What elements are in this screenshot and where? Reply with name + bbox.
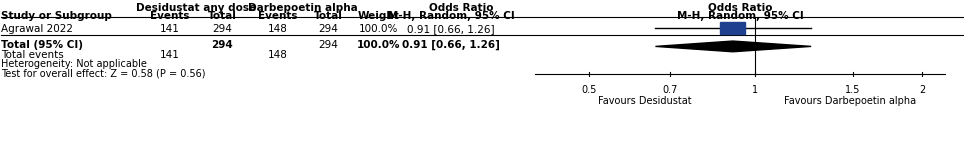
Text: Study or Subgroup: Study or Subgroup	[1, 11, 112, 21]
Text: 141: 141	[160, 50, 179, 60]
Text: 141: 141	[160, 24, 179, 34]
Text: 294: 294	[212, 24, 232, 34]
Text: 100.0%: 100.0%	[357, 40, 400, 50]
Text: Test for overall effect: Z = 0.58 (P = 0.56): Test for overall effect: Z = 0.58 (P = 0…	[1, 69, 206, 79]
Text: Events: Events	[149, 11, 189, 21]
Text: 0.7: 0.7	[662, 85, 678, 95]
Text: Darbepoetin alpha: Darbepoetin alpha	[249, 3, 358, 13]
Text: Total: Total	[208, 11, 237, 21]
Text: Total events: Total events	[1, 50, 65, 60]
Text: 0.5: 0.5	[581, 85, 597, 95]
Text: Heterogeneity: Not applicable: Heterogeneity: Not applicable	[1, 59, 147, 69]
Text: 294: 294	[318, 40, 338, 50]
Text: 294: 294	[211, 40, 233, 50]
Text: 1.5: 1.5	[845, 85, 861, 95]
Text: 2: 2	[920, 85, 925, 95]
Text: 148: 148	[268, 24, 288, 34]
Text: 100.0%: 100.0%	[359, 24, 398, 34]
Polygon shape	[656, 41, 811, 52]
Text: 1: 1	[753, 85, 759, 95]
Text: Weight: Weight	[358, 11, 399, 21]
Text: M-H, Random, 95% CI: M-H, Random, 95% CI	[677, 11, 803, 21]
Text: Odds Ratio: Odds Ratio	[429, 3, 494, 13]
Text: M-H, Random, 95% CI: M-H, Random, 95% CI	[388, 11, 515, 21]
FancyBboxPatch shape	[720, 22, 745, 34]
Text: Odds Ratio: Odds Ratio	[708, 3, 772, 13]
Text: Agrawal 2022: Agrawal 2022	[1, 24, 73, 34]
Text: Desidustat any dose: Desidustat any dose	[136, 3, 256, 13]
Text: Total: Total	[313, 11, 342, 21]
Text: Events: Events	[258, 11, 298, 21]
Text: Favours Desidustat: Favours Desidustat	[599, 96, 692, 106]
Text: 294: 294	[318, 24, 338, 34]
Text: 0.91 [0.66, 1.26]: 0.91 [0.66, 1.26]	[402, 40, 500, 50]
Text: 148: 148	[268, 50, 288, 60]
Text: Total (95% CI): Total (95% CI)	[1, 40, 84, 50]
Text: 0.91 [0.66, 1.26]: 0.91 [0.66, 1.26]	[408, 24, 495, 34]
Text: Favours Darbepoetin alpha: Favours Darbepoetin alpha	[785, 96, 917, 106]
